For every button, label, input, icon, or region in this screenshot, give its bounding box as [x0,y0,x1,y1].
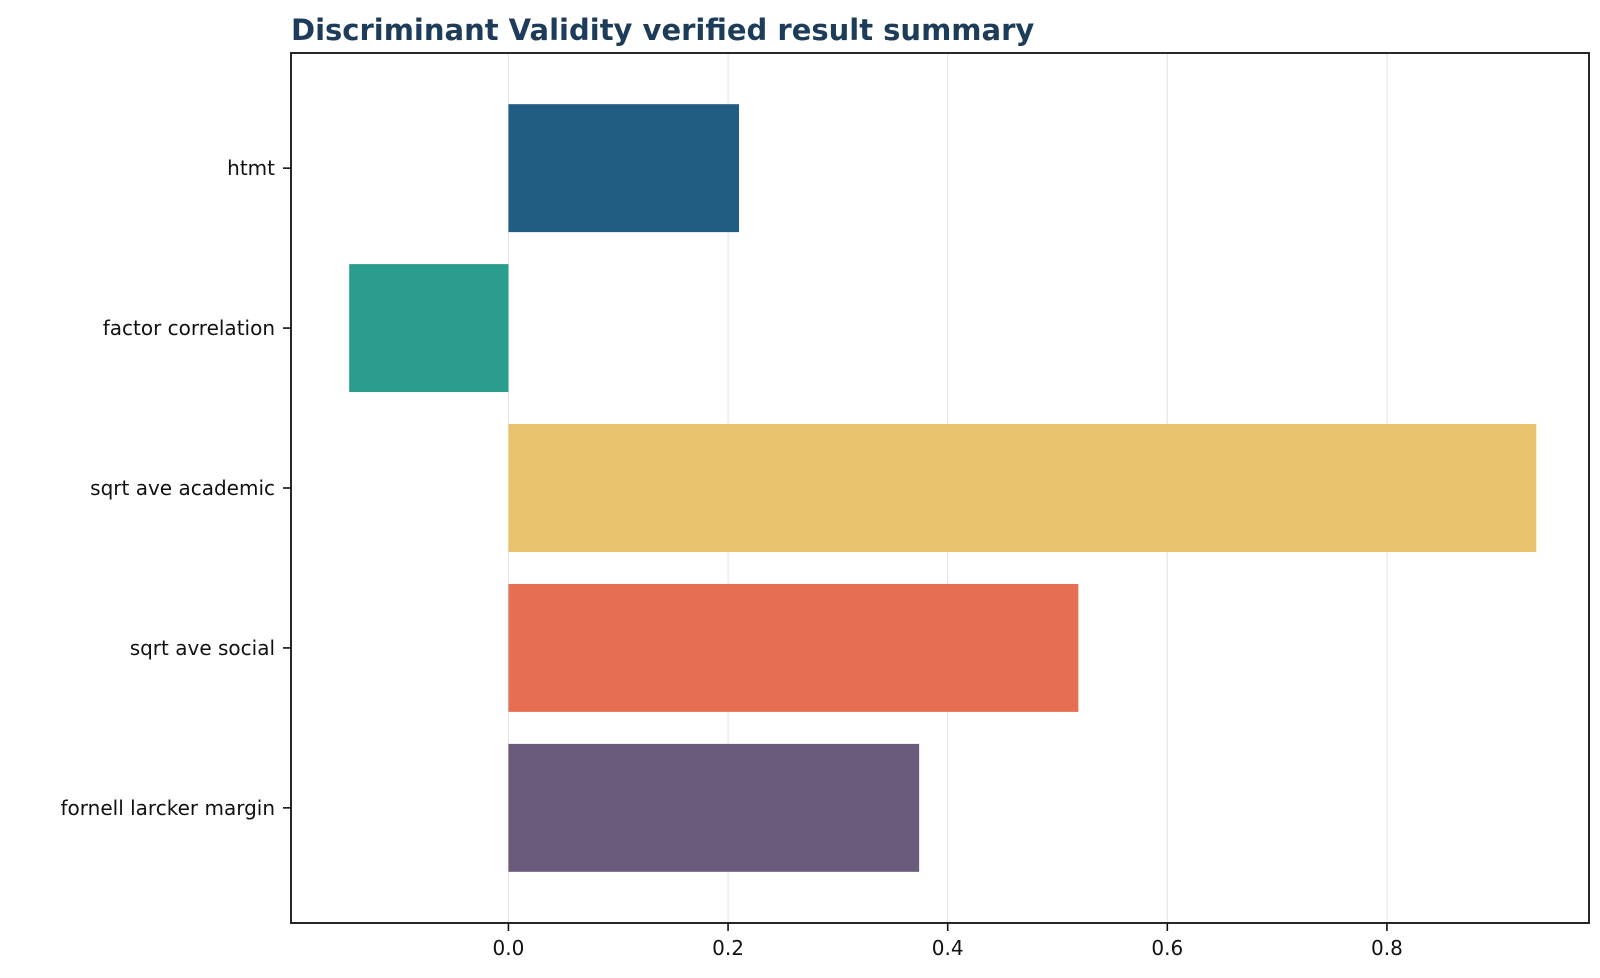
bar-factor-correlation [349,264,509,393]
y-tick-label: sqrt ave social [130,636,275,660]
y-tick-label: htmt [227,156,275,180]
x-axis-ticks: 0.0 0.2 0.4 0.6 0.8 [493,923,1403,960]
x-tick-label: 0.6 [1151,936,1183,960]
x-tick-label: 0.8 [1371,936,1403,960]
y-tick-label: sqrt ave academic [90,476,275,500]
y-tick-label: factor correlation [103,316,275,340]
y-axis-ticks: htmt factor correlation sqrt ave academic s… [61,156,291,820]
bar-fornell-larcker-margin [508,743,920,872]
bar-sqrt-ave-social [508,583,1079,712]
x-tick-label: 0.0 [493,936,525,960]
x-tick-label: 0.2 [712,936,744,960]
chart-title: Discriminant Validity verified result su… [291,13,1034,47]
bars [349,104,1537,872]
x-tick-label: 0.4 [932,936,964,960]
bar-sqrt-ave-academic [508,424,1537,552]
bar-htmt [508,104,740,233]
y-tick-label: fornell larcker margin [61,796,275,820]
